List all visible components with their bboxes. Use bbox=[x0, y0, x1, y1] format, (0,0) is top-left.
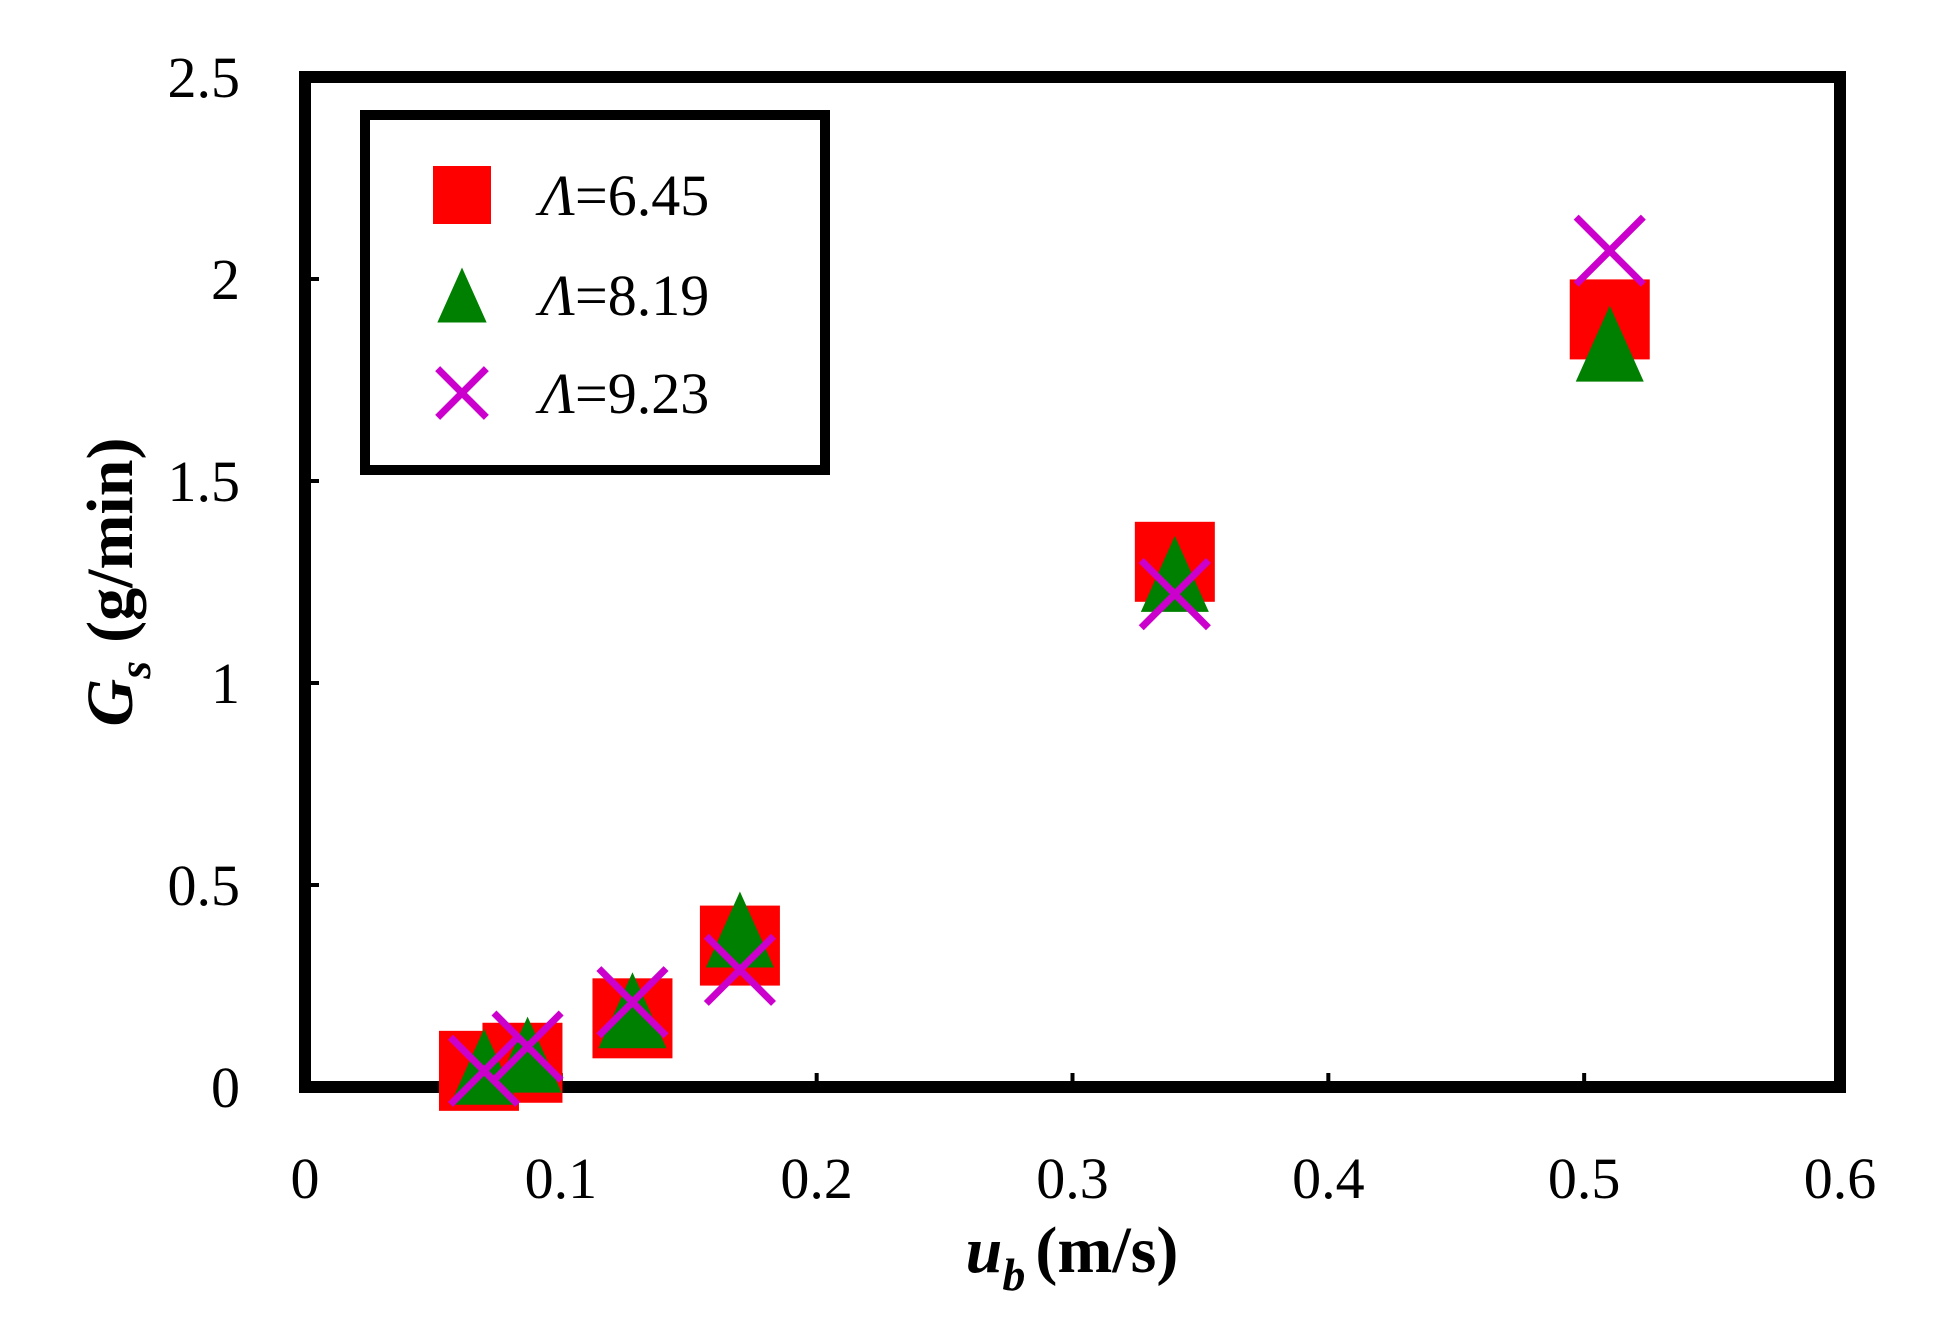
legend-item: Λ=8.19 bbox=[437, 263, 709, 328]
y-axis-title: Gs (g/min) bbox=[74, 438, 160, 727]
cross-stroke bbox=[596, 966, 669, 1039]
x-tick-label: 0.5 bbox=[1548, 1146, 1621, 1211]
data-point-triangle bbox=[1575, 305, 1644, 382]
x-tick-label: 0.6 bbox=[1804, 1146, 1877, 1211]
x-axis-ticks: 0 0.1 0.2 0.3 0.4 0.5 0.6 bbox=[291, 1073, 1877, 1211]
y-axis-title-unit: (g/min) bbox=[74, 438, 147, 643]
y-axis-title-subscript: s bbox=[109, 661, 160, 680]
x-tick-label: 0.3 bbox=[1036, 1146, 1109, 1211]
y-tick-label: 2.5 bbox=[168, 45, 241, 110]
legend-marker-cross bbox=[435, 366, 489, 420]
y-tick-label: 2 bbox=[211, 247, 240, 312]
legend-marker-triangle bbox=[437, 267, 487, 323]
data-point-triangle bbox=[598, 972, 667, 1049]
x-axis-title: ub (m/s) bbox=[966, 1214, 1179, 1300]
legend-label: Λ=9.23 bbox=[535, 361, 709, 426]
x-axis-title-subscript: b bbox=[1002, 1249, 1025, 1300]
x-axis-title-symbol: u bbox=[966, 1214, 1003, 1287]
y-axis-ticks: 0 0.5 1 1.5 2 2.5 bbox=[168, 45, 319, 1120]
y-tick-label: 1.5 bbox=[168, 449, 241, 514]
data-points bbox=[438, 214, 1650, 1111]
y-tick-label: 1 bbox=[211, 651, 240, 716]
data-point-cross bbox=[1138, 558, 1211, 631]
x-tick-label: 0.4 bbox=[1292, 1146, 1365, 1211]
legend-item: Λ=9.23 bbox=[435, 361, 709, 426]
data-point-triangle bbox=[1140, 535, 1209, 612]
legend-marker-square bbox=[433, 166, 491, 224]
cross-stroke bbox=[435, 366, 489, 420]
y-tick-label: 0.5 bbox=[168, 853, 241, 918]
series-3 bbox=[448, 214, 1646, 1107]
legend: Λ=6.45 Λ=8.19 Λ=9.23 bbox=[360, 110, 830, 475]
x-tick-label: 0 bbox=[291, 1146, 320, 1211]
cross-stroke bbox=[448, 1034, 521, 1107]
y-tick-label: 0 bbox=[211, 1055, 240, 1120]
cross-stroke bbox=[1138, 558, 1211, 631]
legend-item: Λ=6.45 bbox=[433, 163, 709, 228]
cross-stroke bbox=[491, 1010, 564, 1083]
data-point-cross bbox=[448, 1034, 521, 1107]
data-point-triangle bbox=[493, 1016, 562, 1093]
x-tick-label: 0.1 bbox=[525, 1146, 598, 1211]
data-point-cross bbox=[703, 933, 776, 1006]
x-axis-title-unit: (m/s) bbox=[1035, 1214, 1178, 1287]
legend-label: Λ=8.19 bbox=[535, 263, 709, 328]
x-tick-label: 0.2 bbox=[780, 1146, 853, 1211]
y-axis-title-symbol: G bbox=[74, 679, 147, 727]
cross-stroke bbox=[703, 933, 776, 1006]
cross-stroke bbox=[1573, 214, 1646, 287]
legend-label: Λ=6.45 bbox=[535, 163, 709, 228]
data-point-cross bbox=[1573, 214, 1646, 287]
data-point-cross bbox=[491, 1010, 564, 1083]
data-point-cross bbox=[596, 966, 669, 1039]
